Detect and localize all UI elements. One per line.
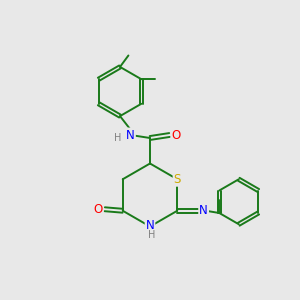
Text: H: H — [114, 133, 122, 143]
Text: S: S — [174, 173, 181, 186]
Text: H: H — [148, 230, 155, 240]
Text: N: N — [146, 219, 154, 232]
Text: O: O — [94, 203, 103, 216]
Text: N: N — [199, 204, 208, 217]
Text: O: O — [172, 128, 181, 142]
Text: N: N — [126, 128, 135, 142]
